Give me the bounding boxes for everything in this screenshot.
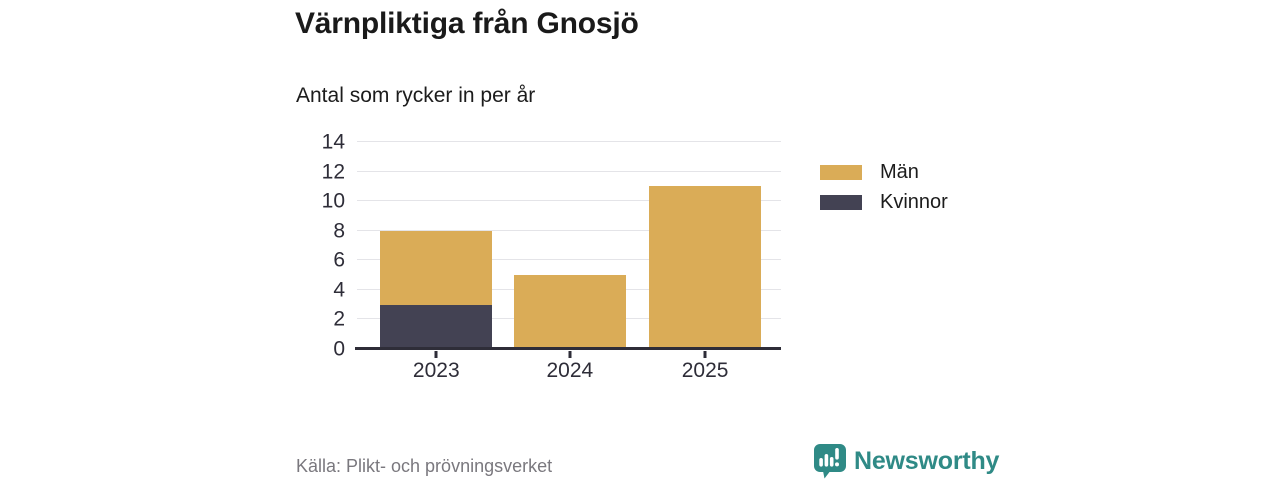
y-axis-tick-label: 8 bbox=[333, 219, 345, 243]
y-axis-tick-label: 14 bbox=[321, 130, 345, 154]
x-axis-labels: 2023 2024 2025 bbox=[357, 359, 781, 385]
legend: Män Kvinnor bbox=[820, 162, 948, 222]
brand-logo: Newsworthy bbox=[813, 443, 999, 479]
legend-item-män: Män bbox=[820, 162, 948, 182]
x-axis-tick bbox=[703, 351, 707, 358]
x-axis-tick bbox=[568, 351, 572, 358]
x-axis-tick-label: 2023 bbox=[412, 359, 460, 382]
x-axis-line bbox=[355, 347, 781, 350]
gridline bbox=[357, 141, 781, 142]
x-axis-tick-label: 2025 bbox=[681, 359, 729, 382]
gridline bbox=[357, 200, 781, 202]
bar-segment-män-2023 bbox=[380, 230, 493, 305]
bar-segment-män-2025 bbox=[649, 186, 762, 349]
x-axis-tick-label: 2024 bbox=[546, 359, 594, 382]
bar-segment-män-2024 bbox=[513, 275, 626, 349]
legend-label: Män bbox=[880, 161, 919, 183]
bar-segment-kvinnor-2023 bbox=[380, 304, 493, 349]
gridline bbox=[357, 229, 781, 231]
y-axis-tick-label: 6 bbox=[333, 248, 345, 272]
y-axis-tick-label: 10 bbox=[321, 189, 345, 213]
legend-item-kvinnor: Kvinnor bbox=[820, 192, 948, 212]
brand-name: Newsworthy bbox=[854, 446, 1000, 475]
newsworthy-logo-icon bbox=[814, 444, 846, 479]
y-axis-tick-label: 0 bbox=[333, 337, 345, 361]
y-axis-tick-label: 4 bbox=[333, 278, 345, 302]
legend-swatch bbox=[820, 164, 862, 180]
y-axis-tick-label: 2 bbox=[333, 307, 345, 331]
source-note: Källa: Plikt- och prövningsverket bbox=[296, 456, 553, 476]
y-axis: 0 2 4 6 8 10 12 14 bbox=[295, 132, 345, 360]
chart-subtitle: Antal som rycker in per år bbox=[296, 84, 536, 107]
legend-swatch bbox=[820, 194, 862, 210]
gridline bbox=[357, 170, 781, 172]
y-axis-tick-label: 12 bbox=[321, 160, 345, 184]
chart-title: Värnpliktiga från Gnosjö bbox=[295, 7, 639, 40]
legend-label: Kvinnor bbox=[880, 191, 948, 213]
gridline bbox=[357, 259, 781, 261]
x-axis-tick bbox=[434, 351, 438, 358]
bar-chart-plot-area bbox=[355, 141, 781, 358]
